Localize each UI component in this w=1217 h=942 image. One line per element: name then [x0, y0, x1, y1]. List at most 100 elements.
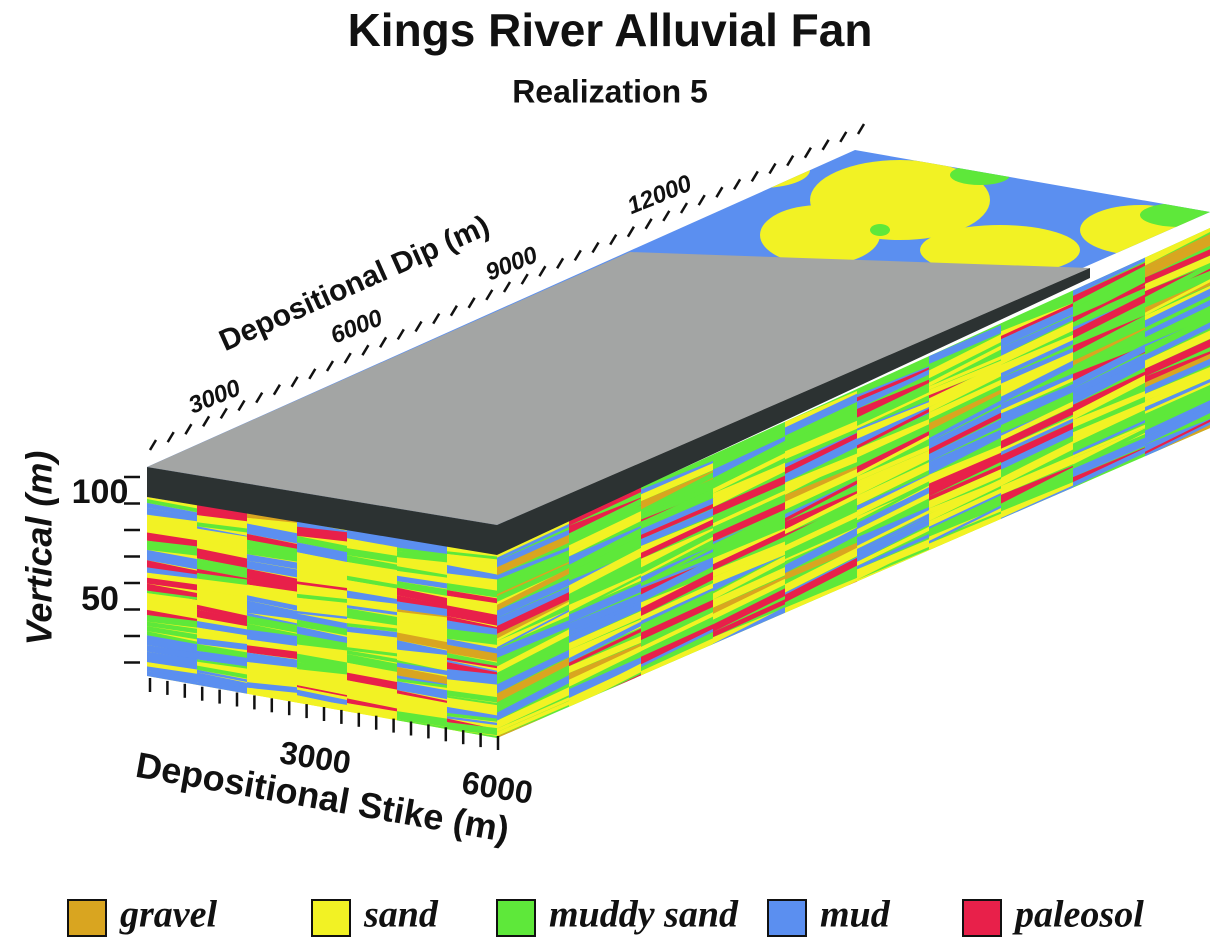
tick [858, 124, 864, 134]
map-patch [710, 152, 810, 188]
stratum [197, 732, 247, 746]
tick [345, 353, 351, 363]
stratum [447, 742, 497, 750]
tick [522, 274, 528, 284]
tick [168, 432, 174, 442]
diagram: Kings River Alluvial Fan Realization 5 5… [0, 0, 1217, 942]
map-patch [1140, 203, 1217, 227]
stratum [197, 736, 247, 750]
stratum [147, 687, 197, 701]
tick [203, 416, 209, 426]
vertical-tick-label: 100 [72, 473, 129, 511]
tick [256, 393, 262, 403]
stratum [297, 713, 347, 726]
tick [770, 164, 776, 174]
stratum [347, 747, 397, 764]
tick [221, 408, 227, 418]
stratum [347, 764, 397, 781]
stratum [297, 709, 347, 723]
stratum [147, 724, 197, 735]
dip-tick-label: 9000 [482, 241, 542, 286]
tick [451, 306, 457, 316]
tick [840, 132, 846, 142]
stratum [447, 738, 497, 750]
tick [628, 227, 634, 237]
dip-tick-label: 3000 [185, 374, 245, 419]
stratum [247, 721, 297, 731]
map-patch [870, 224, 890, 236]
legend-swatch [312, 900, 350, 936]
title: Kings River Alluvial Fan [348, 4, 873, 56]
stratum [147, 702, 197, 722]
legend-label: paleosol [1012, 894, 1144, 936]
tick [416, 322, 422, 332]
legend-label: sand [363, 894, 439, 936]
tick [610, 235, 616, 245]
stratum [197, 701, 247, 709]
tick [557, 258, 563, 268]
stratum [347, 738, 397, 755]
stratum [347, 728, 397, 745]
stratum [147, 726, 197, 743]
tick [734, 179, 740, 189]
tick [292, 377, 298, 387]
stratum [297, 722, 347, 738]
stratum [197, 703, 247, 711]
tick [593, 243, 599, 253]
stratum [397, 730, 447, 744]
stratum [197, 727, 247, 740]
stratum [397, 742, 447, 761]
tick [380, 337, 386, 347]
stratum [197, 693, 247, 710]
stratum [197, 713, 247, 722]
tick [752, 171, 758, 181]
stratum [147, 694, 197, 707]
subtitle: Realization 5 [512, 73, 708, 109]
tick [309, 369, 315, 379]
tick [681, 203, 687, 213]
stratum [397, 770, 447, 782]
legend-swatch [963, 900, 1001, 936]
stratum [397, 759, 447, 776]
legend-label: mud [820, 894, 891, 936]
stratum [197, 717, 247, 729]
map-patch [760, 205, 880, 265]
stratum [197, 706, 247, 724]
tick [486, 290, 492, 300]
tick [274, 385, 280, 395]
tick [327, 361, 333, 371]
stratum [147, 684, 197, 698]
stratum [397, 753, 447, 767]
tick [362, 345, 368, 355]
tick [185, 424, 191, 434]
tick [716, 187, 722, 197]
legend-swatch [768, 900, 806, 936]
legend-label: gravel [119, 894, 218, 936]
tick [433, 314, 439, 324]
dip-tick-label: 6000 [327, 304, 387, 349]
stratum [397, 776, 447, 789]
stratum [297, 718, 347, 733]
vertical-axis-title: Vertical (m) [19, 451, 60, 646]
tick [787, 156, 793, 166]
legend-label: muddy sand [549, 894, 739, 936]
tick [504, 282, 510, 292]
tick [398, 329, 404, 339]
stratum [397, 766, 447, 775]
stratum [147, 712, 197, 732]
vertical-tick-label: 50 [81, 580, 119, 618]
stratum [147, 722, 197, 731]
legend-swatch [68, 900, 106, 936]
stratum [397, 738, 447, 752]
stratum [347, 755, 397, 774]
legend-swatch [497, 900, 535, 936]
tick [699, 195, 705, 205]
stratum [197, 743, 247, 752]
stratum [447, 744, 497, 757]
tick [239, 401, 245, 411]
stratum [447, 752, 497, 760]
tick [823, 140, 829, 150]
tick [469, 298, 475, 308]
legend: gravel sand muddy sand mud paleosol [68, 894, 1144, 936]
tick [663, 211, 669, 221]
